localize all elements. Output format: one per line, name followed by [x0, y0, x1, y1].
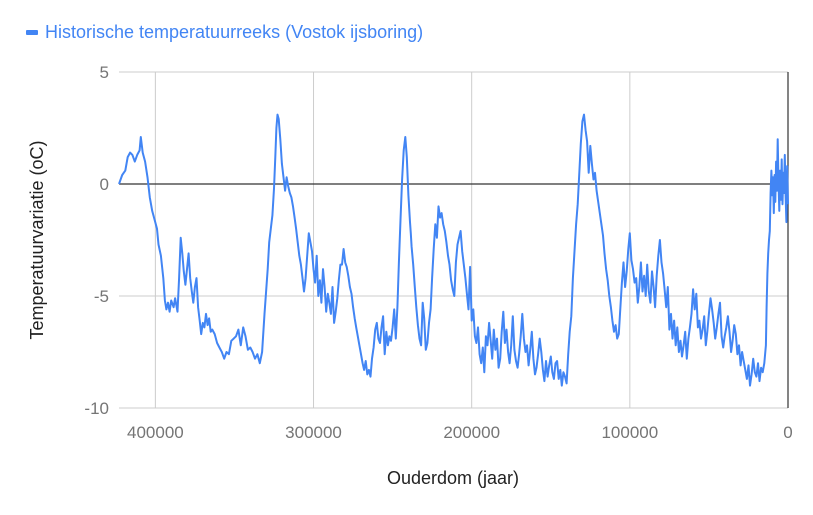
temperature-series-line[interactable]: [118, 113, 789, 387]
x-tick-label: 200000: [443, 423, 500, 442]
legend[interactable]: Historische temperatuurreeks (Vostok ijs…: [26, 22, 423, 43]
x-axis-ticks: 400000 300000 200000 100000 0: [127, 423, 793, 442]
y-axis-title: Temperatuurvariatie (oC): [27, 140, 47, 339]
legend-swatch-icon: [26, 30, 38, 35]
legend-label: Historische temperatuurreeks (Vostok ijs…: [45, 22, 424, 42]
x-tick-label: 300000: [285, 423, 342, 442]
y-tick-label: 0: [100, 175, 109, 194]
y-tick-label: -10: [84, 399, 109, 418]
y-tick-label: 5: [100, 63, 109, 82]
y-tick-label: -5: [94, 287, 109, 306]
x-tick-label: 0: [783, 423, 792, 442]
y-axis-ticks: 5 0 -5 -10: [84, 63, 109, 418]
x-axis-title: Ouderdom (jaar): [387, 468, 519, 488]
x-tick-label: 100000: [601, 423, 658, 442]
x-tick-label: 400000: [127, 423, 184, 442]
